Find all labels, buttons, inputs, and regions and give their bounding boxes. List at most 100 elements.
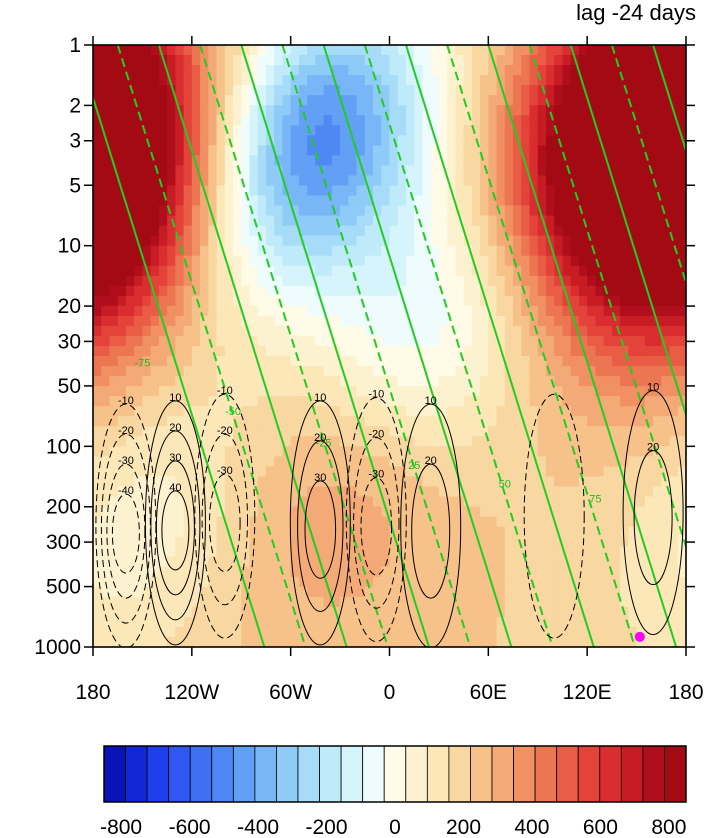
shade-cell [438,596,448,608]
shade-cell [381,265,391,277]
shade-cell [578,436,588,447]
shade-cell [545,376,555,387]
shade-cell [513,556,522,568]
shade-cell [578,255,588,267]
shade-cell [134,155,144,166]
shade-cell [373,566,382,578]
shade-cell [216,155,226,166]
shade-cell [636,275,646,287]
shade-cell [249,446,259,457]
shade-cell [142,616,152,628]
shade-cell [653,105,662,116]
shade-cell [496,496,506,508]
shade-cell [570,45,580,56]
shade-cell [562,105,572,116]
shade-cell [661,526,671,538]
shade-cell [587,255,597,267]
shade-cell [381,366,391,377]
shade-cell [101,305,111,317]
shade-cell [233,426,242,437]
shade-cell [447,325,456,337]
shade-cell [315,466,325,478]
shade-cell [249,636,259,647]
shade-cell [340,406,349,417]
shade-cell [430,546,440,558]
shade-cell [595,205,605,217]
shade-cell [381,55,391,66]
shade-cell [241,486,251,498]
shade-cell [537,616,547,628]
shade-cell [109,396,119,407]
shade-cell [422,285,432,297]
shade-cell [290,426,300,437]
shade-cell [200,366,209,377]
shade-cell [315,346,325,357]
shade-cell [224,506,234,518]
shade-cell [282,546,292,558]
shade-cell [570,366,580,377]
shade-cell [233,396,242,407]
shade-cell [488,335,498,347]
shade-cell [488,75,498,86]
shade-cell [373,175,382,187]
shade-cell [463,356,473,367]
shade-cell [200,416,209,427]
shade-cell [216,636,226,647]
shade-cell [373,506,382,518]
shade-cell [265,356,275,367]
shade-cell [414,556,424,568]
shade-cell [562,576,572,588]
shade-cell [397,416,407,427]
shade-cell [636,416,646,427]
shade-cell [208,155,218,166]
shade-cell [109,606,119,618]
shade-cell [150,115,160,126]
shade-cell [537,496,547,508]
shade-cell [636,466,646,478]
shade-cell [249,75,259,86]
shade-cell [471,295,481,307]
shade-cell [554,225,564,237]
shade-cell [249,556,259,568]
black-contour [201,433,249,606]
shade-cell [134,406,144,417]
shade-cell [603,115,613,126]
shade-cell [101,606,111,618]
shade-cell [241,305,251,317]
shade-cell [298,376,308,387]
shade-cell [463,145,473,156]
shade-cell [529,496,539,508]
shade-cell [331,626,341,638]
shade-cell [562,506,572,518]
shade-cell [200,596,209,608]
shade-cell [455,85,465,96]
shade-cell [488,636,498,647]
shade-cell [158,386,168,397]
shade-cell [356,346,366,357]
shade-cell [249,235,259,247]
shade-cell [356,315,366,327]
shade-cell [611,295,621,307]
shade-cell [447,85,456,96]
shade-cell [233,155,242,166]
shade-cell [397,225,407,237]
shade-cell [340,476,349,488]
shade-cell [537,536,547,548]
shade-cell [290,346,300,357]
shade-cell [447,456,456,467]
shade-cell [438,496,448,508]
shade-cell [175,346,185,357]
shade-cell [364,466,374,478]
shade-cell [381,456,391,467]
shade-cell [183,346,193,357]
shade-cell [595,516,605,528]
shade-cell [323,526,333,538]
shade-cell [331,45,341,56]
shade-cell [562,245,572,257]
shade-cell [570,195,580,207]
shade-cell [513,295,522,307]
shade-cell [430,55,440,66]
shade-cell [249,205,259,217]
shade-cell [504,165,514,177]
shade-cell [537,315,547,327]
